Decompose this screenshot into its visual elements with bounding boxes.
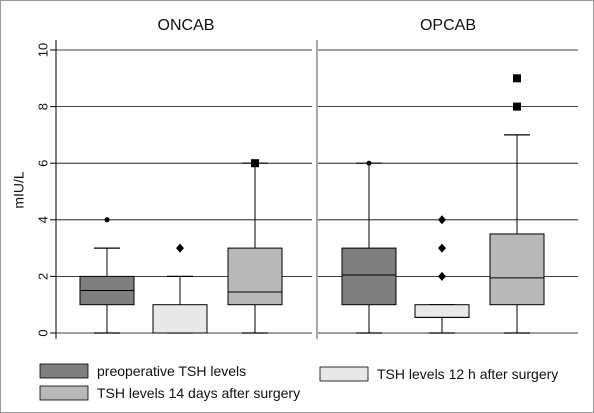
legend-swatch-3 (39, 385, 89, 401)
box-opcab-2-outlier-3 (438, 215, 446, 225)
legend-swatch-1 (39, 363, 89, 379)
panel-title-1: ONCAB (158, 17, 215, 34)
box-opcab-3-outlier-2 (513, 74, 521, 83)
box-opcab-3-box (489, 233, 545, 306)
box-opcab-2-outlier-2 (438, 243, 446, 253)
box-opcab-2-box (414, 304, 470, 318)
y-tick-label-2: 2 (35, 273, 50, 280)
y-tick-label-0: 0 (35, 329, 50, 336)
box-opcab-1-outlier-1 (366, 160, 372, 166)
box-oncab-2-outlier-1 (176, 243, 184, 253)
legend-swatch-2 (319, 366, 369, 382)
box-opcab-2-outlier-1 (438, 271, 446, 281)
legend-label-3: TSH levels 14 days after surgery (97, 385, 300, 401)
y-tick-label-6: 6 (35, 160, 50, 167)
panel-title-2: OPCAB (420, 17, 476, 34)
box-oncab-3-outlier-1 (251, 159, 259, 168)
y-tick-label-10: 10 (35, 43, 50, 57)
box-opcab-1-box (341, 247, 397, 306)
legend-label-1: preoperative TSH levels (97, 363, 246, 379)
y-tick-label-8: 8 (35, 103, 50, 110)
box-oncab-2-box (152, 304, 208, 334)
y-axis-label: mIU/L (11, 171, 27, 209)
box-oncab-1-outlier-1 (104, 217, 110, 223)
y-tick-label-4: 4 (35, 216, 50, 223)
legend-label-2: TSH levels 12 h after surgery (377, 366, 558, 382)
box-opcab-3-outlier-1 (513, 102, 521, 111)
box-oncab-3-box (227, 247, 283, 306)
